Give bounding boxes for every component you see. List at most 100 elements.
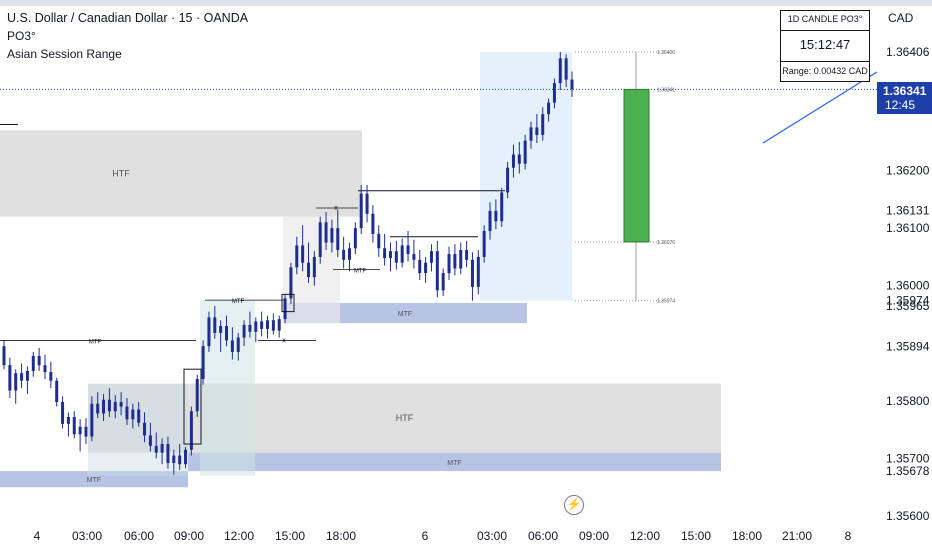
y-tick-label: 1.35700 bbox=[886, 451, 930, 465]
candle-body bbox=[394, 251, 398, 263]
candle-body bbox=[377, 233, 381, 249]
candle-body bbox=[517, 154, 521, 164]
candle-level-label: 1.36406 bbox=[657, 50, 675, 56]
candle-body bbox=[283, 298, 287, 320]
x-tick-label: 03:00 bbox=[72, 529, 102, 543]
candle-body bbox=[8, 365, 12, 391]
candle-body bbox=[166, 444, 170, 464]
htf-zone-label: HTF bbox=[396, 413, 414, 423]
flash-icon[interactable]: ⚡ bbox=[564, 495, 584, 515]
candle-body bbox=[365, 193, 369, 214]
candle-body bbox=[266, 320, 270, 329]
candle-body bbox=[55, 380, 59, 403]
session-range-fill bbox=[480, 52, 572, 301]
info-box-divider bbox=[781, 61, 869, 62]
candle-body bbox=[143, 422, 147, 436]
highlight-box bbox=[183, 368, 202, 445]
level-label: MTF bbox=[354, 269, 367, 275]
indicator-po3-label[interactable]: PO3° bbox=[7, 29, 36, 43]
last-price-tag: 1.36341 12:45 bbox=[877, 82, 932, 114]
candle-body bbox=[219, 326, 223, 333]
mtf-zone-label: MTF bbox=[87, 477, 101, 484]
candle-body bbox=[14, 373, 18, 391]
candle-body bbox=[189, 411, 193, 450]
candle-body bbox=[154, 445, 158, 453]
candle-body bbox=[465, 250, 469, 260]
candle-body bbox=[184, 449, 188, 465]
y-tick-label: 1.36100 bbox=[886, 221, 930, 235]
x-tick-label: 4 bbox=[34, 529, 41, 543]
x-tick-label: 06:00 bbox=[528, 529, 558, 543]
level-label: x bbox=[334, 205, 338, 212]
candle-body bbox=[301, 245, 305, 263]
candle-body bbox=[102, 399, 106, 414]
candle-body bbox=[90, 403, 94, 437]
candle-body bbox=[25, 370, 29, 381]
y-tick-label: 1.36406 bbox=[886, 45, 930, 59]
candle-body bbox=[564, 58, 568, 80]
candle-body bbox=[37, 355, 41, 366]
candle-body bbox=[453, 254, 457, 269]
candle-body bbox=[137, 409, 141, 423]
y-tick-label: 1.36131 bbox=[886, 203, 930, 217]
level-label: MTF bbox=[89, 339, 102, 345]
candle-body bbox=[359, 193, 363, 229]
candle-body bbox=[353, 228, 357, 249]
candle-body bbox=[72, 416, 76, 435]
candle-body bbox=[535, 127, 539, 135]
candle-body bbox=[558, 58, 562, 84]
candle-body bbox=[441, 273, 445, 291]
candle-body bbox=[500, 192, 504, 222]
candle-body bbox=[324, 222, 328, 243]
candle-body bbox=[66, 416, 70, 424]
candle-body bbox=[2, 346, 6, 366]
candle-body bbox=[195, 378, 199, 412]
candle-body bbox=[506, 167, 510, 193]
candle-body bbox=[412, 254, 416, 260]
x-tick-label: 8 bbox=[845, 529, 852, 543]
indicator-asian-session-label[interactable]: Asian Session Range bbox=[7, 47, 122, 61]
candle-body bbox=[277, 319, 281, 331]
x-tick-label: 21:00 bbox=[782, 529, 812, 543]
y-tick-label: 1.35965 bbox=[886, 299, 930, 313]
info-box-title: 1D CANDLE PO3° bbox=[787, 14, 863, 24]
y-tick-label: 1.35894 bbox=[886, 340, 930, 354]
candle-body bbox=[78, 426, 82, 435]
candle-body bbox=[347, 248, 351, 260]
candle-body bbox=[230, 340, 234, 352]
x-tick-label: 15:00 bbox=[275, 529, 305, 543]
candle-body bbox=[342, 250, 346, 260]
mtf-zone-label: MTF bbox=[447, 460, 461, 467]
candle-body bbox=[459, 250, 463, 269]
top-toolbar-strip bbox=[0, 0, 932, 6]
candle-body bbox=[482, 231, 486, 257]
candle-body bbox=[207, 317, 211, 347]
currency-label[interactable]: CAD bbox=[888, 11, 914, 25]
candle-body bbox=[248, 324, 252, 332]
candle-body bbox=[418, 259, 422, 274]
symbol-title[interactable]: U.S. Dollar / Canadian Dollar · 15 · OAN… bbox=[7, 11, 249, 25]
candle-body bbox=[131, 409, 135, 420]
candle-body bbox=[336, 228, 340, 251]
x-tick-label: 18:00 bbox=[326, 529, 356, 543]
candle-body bbox=[49, 372, 53, 381]
level-label: x bbox=[282, 337, 286, 344]
y-tick-label: 1.35800 bbox=[886, 394, 930, 408]
x-tick-label: 15:00 bbox=[681, 529, 711, 543]
htf-zone-label: HTF bbox=[112, 168, 130, 178]
candle-level-label: 1.35974 bbox=[657, 299, 675, 305]
candle-body bbox=[31, 355, 35, 371]
candle-body bbox=[424, 262, 428, 274]
last-price-value: 1.36341 bbox=[883, 84, 927, 98]
mtf-zone bbox=[283, 302, 527, 324]
candle-body bbox=[260, 321, 264, 329]
candle-body bbox=[318, 222, 322, 257]
bar-countdown: 12:45 bbox=[885, 98, 916, 112]
x-tick-label: 06:00 bbox=[124, 529, 154, 543]
candle-body bbox=[541, 114, 545, 135]
candle-body bbox=[312, 256, 316, 278]
candle-body bbox=[119, 402, 123, 407]
y-tick-label: 1.36000 bbox=[886, 279, 930, 293]
candle-body bbox=[20, 373, 24, 381]
